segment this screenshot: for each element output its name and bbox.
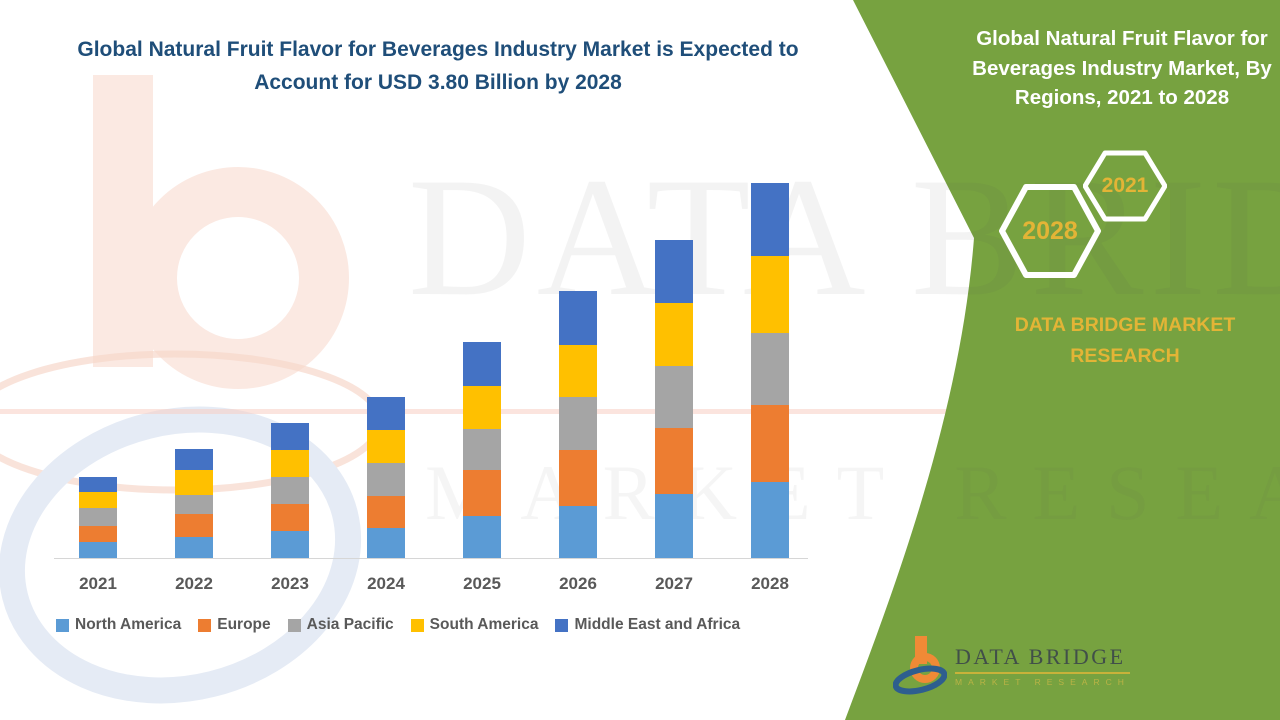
bar-segment-2027-europe — [655, 428, 693, 494]
hexagon-year-label: 2021 — [1101, 174, 1149, 197]
stacked-bar-plot — [54, 178, 808, 559]
legend-label: South America — [429, 616, 539, 633]
bar-segment-2027-asia-pacific — [655, 366, 693, 428]
bar-segment-2022-south-america — [175, 470, 213, 495]
x-axis-line — [54, 558, 808, 559]
footer-logo: DATA BRIDGE MARKET RESEARCH — [893, 634, 1130, 696]
data-bridge-logo-icon — [893, 636, 947, 695]
bar-2021 — [79, 477, 117, 558]
x-axis-label-2027: 2027 — [655, 574, 693, 593]
legend-label: Europe — [217, 616, 271, 633]
bar-2022 — [175, 449, 213, 558]
bar-segment-2026-europe — [559, 450, 597, 506]
bar-segment-2028-europe — [751, 405, 789, 482]
legend-item-north-america: North America — [56, 616, 181, 634]
bar-segment-2021-north-america — [79, 542, 117, 558]
bar-segment-2023-europe — [271, 504, 309, 531]
bar-segment-2021-middle-east-and-africa — [79, 477, 117, 492]
bar-2026 — [559, 291, 597, 558]
x-axis-labels: 2021 2022 2023 2024 2025 2026 2027 2028 — [60, 574, 808, 598]
bar-2023 — [271, 423, 309, 558]
legend-item-europe: Europe — [198, 616, 271, 634]
legend-swatch-icon — [555, 618, 569, 632]
legend-swatch-icon — [410, 618, 424, 632]
bar-segment-2022-north-america — [175, 537, 213, 558]
legend-swatch-icon — [56, 618, 69, 632]
legend-label: North America — [75, 616, 182, 633]
bar-segment-2022-europe — [175, 514, 213, 537]
footer-logo-tagline: MARKET RESEARCH — [955, 676, 1130, 687]
bar-segment-2021-asia-pacific — [79, 508, 117, 526]
bar-segment-2026-north-america — [559, 506, 597, 558]
bar-segment-2024-europe — [367, 496, 405, 528]
bar-2028 — [751, 183, 789, 558]
legend-item-asia-pacific: Asia Pacific — [287, 616, 394, 634]
x-axis-label-2028: 2028 — [751, 574, 789, 593]
legend-swatch-icon — [287, 618, 301, 632]
bar-segment-2024-south-america — [367, 430, 405, 463]
bar-segment-2027-south-america — [655, 303, 693, 366]
bar-segment-2024-north-america — [367, 528, 405, 558]
bar-segment-2021-south-america — [79, 492, 117, 508]
legend-label: Middle East and Africa — [574, 616, 741, 633]
bar-segment-2025-asia-pacific — [463, 429, 501, 470]
bar-2027 — [655, 240, 693, 558]
bar-segment-2027-north-america — [655, 494, 693, 558]
bar-segment-2023-north-america — [271, 531, 309, 558]
bar-segment-2026-south-america — [559, 345, 597, 397]
bar-segment-2024-middle-east-and-africa — [367, 397, 405, 430]
hexagon-icon — [999, 184, 1101, 278]
bar-segment-2027-middle-east-and-africa — [655, 240, 693, 303]
bar-segment-2025-south-america — [463, 386, 501, 429]
bar-segment-2025-north-america — [463, 516, 501, 558]
legend-item-middle-east-and-africa: Middle East and Africa — [555, 616, 740, 634]
hexagon-year-label: 2028 — [1022, 216, 1078, 245]
bar-segment-2028-south-america — [751, 256, 789, 333]
hexagon-icon — [1083, 150, 1167, 222]
bar-segment-2023-asia-pacific — [271, 477, 309, 504]
bar-segment-2025-middle-east-and-africa — [463, 342, 501, 386]
legend-swatch-icon — [198, 618, 212, 632]
bar-2025 — [463, 342, 501, 558]
bar-segment-2026-middle-east-and-africa — [559, 291, 597, 345]
x-axis-label-2026: 2026 — [559, 574, 597, 593]
x-axis-label-2025: 2025 — [463, 574, 501, 593]
bar-segment-2021-europe — [79, 526, 117, 542]
hexagon-badge-2028: 2028 — [999, 182, 1101, 280]
bar-segment-2028-asia-pacific — [751, 333, 789, 405]
bar-segment-2023-south-america — [271, 450, 309, 477]
bar-segment-2022-asia-pacific — [175, 495, 213, 514]
x-axis-label-2024: 2024 — [367, 574, 405, 593]
bar-segment-2025-europe — [463, 470, 501, 516]
bar-segment-2028-north-america — [751, 482, 789, 558]
hexagon-badge-2021: 2021 — [1083, 149, 1167, 223]
bar-segment-2023-middle-east-and-africa — [271, 423, 309, 450]
brand-text: DATA BRIDGE MARKET RESEARCH — [1014, 314, 1236, 368]
x-axis-label-2023: 2023 — [271, 574, 309, 593]
side-panel-heading: Global Natural Fruit Flavor for Beverage… — [972, 27, 1272, 110]
bar-segment-2026-asia-pacific — [559, 397, 597, 450]
bar-segment-2024-asia-pacific — [367, 463, 405, 496]
chart-legend: North America Europe Asia Pacific South Ame… — [56, 616, 740, 634]
bar-segment-2028-middle-east-and-africa — [751, 183, 789, 256]
x-axis-label-2021: 2021 — [79, 574, 117, 593]
legend-label: Asia Pacific — [306, 616, 394, 633]
bar-2024 — [367, 397, 405, 558]
legend-item-south-america: South America — [410, 616, 539, 634]
bar-segment-2022-middle-east-and-africa — [175, 449, 213, 470]
chart-title: Global Natural Fruit Flavor for Beverage… — [77, 38, 799, 94]
footer-logo-name: DATA BRIDGE — [955, 644, 1130, 674]
x-axis-label-2022: 2022 — [175, 574, 213, 593]
